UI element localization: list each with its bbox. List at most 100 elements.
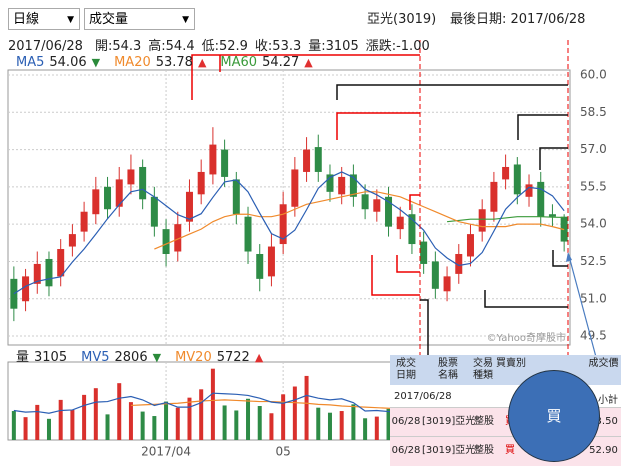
stock-name: 亞光(3019) (367, 12, 437, 27)
volume-bar (187, 397, 192, 440)
legend-value: 5722 (216, 350, 250, 365)
candle-body (45, 258, 53, 287)
legend-arrow: ▼ (152, 351, 162, 364)
annotation-line (336, 84, 568, 100)
annotation-line (336, 112, 420, 140)
volume-bar (281, 394, 286, 440)
y-tick-label: 51.0 (580, 291, 607, 305)
volume-bar (222, 405, 227, 440)
candle-body (68, 234, 76, 247)
table-cell: [3019]亞光 (422, 416, 476, 427)
candle-body (373, 199, 381, 212)
table-cell: 53.50 (589, 416, 618, 427)
candle-body (361, 194, 369, 210)
candle-body (338, 176, 346, 195)
volume-bar (304, 375, 309, 440)
volume-bar (210, 368, 215, 440)
legend-value: 54.27 (262, 55, 300, 70)
volume-bar (246, 398, 251, 440)
date-row: 2017/06/28 (394, 391, 452, 402)
price-frame (7, 69, 571, 346)
candle-body (150, 196, 158, 227)
candle-body (174, 224, 182, 252)
info-field: 收:53.3 (254, 39, 302, 54)
credit: ©Yahoo奇摩股市 (487, 331, 566, 344)
y-tick-label: 54.0 (580, 217, 607, 231)
legend-value: 53.78 (155, 55, 193, 70)
volume-bar (164, 401, 169, 440)
x-tick-label: 2017/04 (141, 445, 191, 459)
ma60-line (446, 216, 565, 223)
volume-bar (82, 394, 87, 440)
ma-legend: MA5 54.06 ▼ MA20 53.78 ▲ MA60 54.27 ▲ (16, 55, 327, 70)
table-cell: 買 (505, 445, 515, 456)
candle-body (303, 149, 311, 172)
annotations-black (336, 84, 568, 355)
volume-bar (152, 416, 157, 440)
candle-body (502, 166, 510, 180)
candle-body (197, 171, 205, 195)
volume-bar (46, 418, 51, 440)
subtotal: 小計 (598, 395, 618, 406)
candle-body (115, 179, 123, 207)
candle-body (466, 234, 474, 257)
volume-bar (316, 407, 321, 440)
table-header: 成交 日期 (396, 358, 416, 381)
legend-arrow: ▲ (304, 56, 313, 69)
volume-bar (128, 402, 133, 440)
candle-body (490, 181, 498, 212)
legend-arrow: ▼ (91, 56, 101, 69)
y-tick-label: 60.0 (580, 67, 607, 81)
volume-bar (105, 414, 110, 440)
y-tick-label: 58.5 (580, 105, 607, 119)
volume-bar (292, 386, 297, 440)
volume-bar (11, 411, 16, 440)
candle-body (314, 147, 322, 172)
annotation-line (552, 250, 568, 267)
volume-bar (257, 406, 262, 440)
last-date: 最後日期: 2017/06/28 (450, 12, 586, 27)
table-cell: 整股 (474, 416, 494, 427)
ma5-line (13, 171, 565, 295)
info-field: 量:3105 (308, 39, 359, 54)
period-select[interactable]: 日線 (8, 8, 80, 31)
buy-button[interactable]: 買 (508, 370, 600, 462)
candle-body (139, 166, 147, 200)
candle-body (525, 184, 533, 197)
volume-bar (269, 413, 274, 440)
volume-bar (117, 383, 122, 440)
y-tick-label: 55.5 (580, 179, 607, 193)
volume-bar (386, 408, 391, 440)
row-divider (390, 407, 621, 408)
candle-body (185, 191, 193, 222)
table-cell: 整股 (474, 445, 494, 456)
legend-name: MA60 (220, 55, 258, 70)
legend-name: MA5 (16, 55, 45, 70)
annotation-line (420, 299, 429, 355)
candle-body (57, 249, 65, 277)
candle-body (80, 211, 88, 232)
annotation-line (517, 114, 568, 140)
table-cell: 52.90 (589, 445, 618, 456)
candle-body (326, 174, 334, 192)
y-tick-label: 57.0 (580, 142, 607, 156)
legend-name: MA20 (114, 55, 151, 70)
candle-body (478, 209, 486, 232)
indicator-select[interactable]: 成交量 (84, 8, 195, 31)
candle-body (349, 174, 357, 197)
annotation-line (191, 54, 420, 100)
volume-bar (58, 399, 63, 440)
info-field: 開:54.3 (94, 39, 142, 54)
candle-body (396, 216, 404, 230)
volume-bar (93, 388, 98, 440)
pointer-head (566, 252, 572, 262)
candle-body (513, 164, 521, 195)
info-field: 低:52.9 (201, 39, 248, 54)
table-cell: [3019]亞光 (422, 445, 476, 456)
legend-value: 54.06 (49, 55, 87, 70)
candle-body (420, 241, 428, 264)
annotation-line (539, 147, 568, 170)
volume-bar (363, 418, 368, 440)
candle-body (548, 214, 556, 217)
